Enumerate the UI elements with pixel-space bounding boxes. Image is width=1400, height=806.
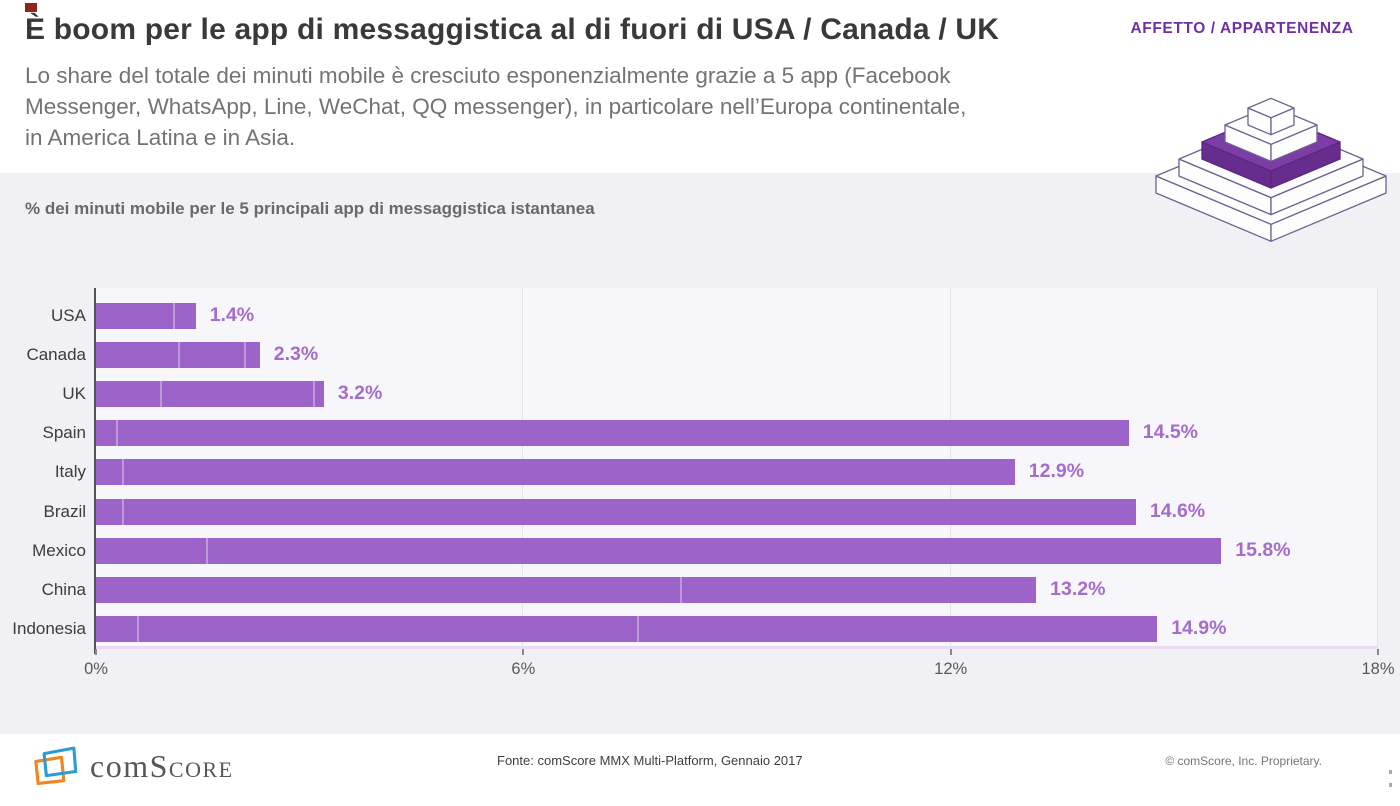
bar-segment-divider xyxy=(637,615,640,642)
bar-category-label: Indonesia xyxy=(12,618,86,638)
bar-value-label: 15.8% xyxy=(1235,538,1291,561)
plot-area: 0% 6% 12% 18% USA 1.4% Canada 2.3% UK 3.2% Spain 14… xyxy=(12,288,1395,678)
slide-marker xyxy=(25,3,37,12)
x-axis-tick xyxy=(1377,649,1379,655)
page-title: È boom per le app di messaggistica al di… xyxy=(25,13,1000,46)
bar-category-label: China xyxy=(41,579,86,599)
bar-value-label: 13.2% xyxy=(1050,577,1106,600)
comscore-logo: comScore xyxy=(32,744,234,788)
needs-pyramid-level-label: AFFETTO / APPARTENENZA xyxy=(1130,20,1354,37)
bar xyxy=(96,537,1222,564)
x-tick-label: 6% xyxy=(511,660,536,678)
bar-value-label: 3.2% xyxy=(337,382,383,405)
subtitle-line-1: Lo share del totale dei minuti mobile è … xyxy=(25,63,951,88)
gridline xyxy=(1377,288,1378,648)
bar-segment-divider xyxy=(122,459,125,486)
bar xyxy=(96,342,260,369)
page-subtitle: Lo share del totale dei minuti mobile è … xyxy=(25,60,1085,153)
x-tick-label: 18% xyxy=(1361,660,1395,678)
bar xyxy=(96,615,1158,642)
x-axis-baseline xyxy=(96,646,1378,649)
bar-value-label: 14.6% xyxy=(1149,499,1206,522)
bar-segment-divider xyxy=(122,498,125,525)
bar-category-label: Mexico xyxy=(32,540,86,560)
bar-segment-divider xyxy=(206,537,209,564)
x-axis-tick xyxy=(95,649,97,655)
x-tick-label: 12% xyxy=(934,660,968,678)
bar xyxy=(96,459,1015,486)
copyright-note: © comScore, Inc. Proprietary. xyxy=(1165,754,1322,768)
bar xyxy=(96,303,196,329)
bar-segment-divider xyxy=(160,381,163,408)
source-note: Fonte: comScore MMX Multi-Platform, Genn… xyxy=(497,753,803,768)
bar-segment-divider xyxy=(115,420,118,447)
bar xyxy=(96,576,1037,603)
bar-value-label: 2.3% xyxy=(273,343,319,366)
bar-segment-divider xyxy=(313,381,316,408)
bar-segment-divider xyxy=(680,576,683,603)
x-axis-tick xyxy=(949,649,952,655)
bar-category-label: UK xyxy=(62,384,86,404)
bar-category-label: Canada xyxy=(26,345,86,365)
bar-category-label: Brazil xyxy=(43,501,86,521)
comscore-logo-icon xyxy=(34,746,78,785)
bar xyxy=(96,420,1129,447)
subtitle-line-2: Messenger, WhatsApp, Line, WeChat, QQ me… xyxy=(25,94,967,119)
bar-segment-divider xyxy=(177,342,180,369)
chart-title: % dei minuti mobile per le 5 principali … xyxy=(25,199,595,218)
needs-pyramid-icon xyxy=(1155,97,1387,242)
bar-category-label: Spain xyxy=(42,423,86,443)
bar-value-label: 14.5% xyxy=(1142,421,1199,444)
y-axis-line xyxy=(94,288,96,654)
bar xyxy=(96,381,324,408)
x-tick-label: 0% xyxy=(84,660,108,678)
bar xyxy=(96,498,1136,525)
footer: comScore Fonte: comScore MMX Multi-Platf… xyxy=(0,734,1400,806)
bar-segment-divider xyxy=(244,342,247,369)
x-axis-tick xyxy=(522,649,525,655)
comscore-wordmark: comScore xyxy=(90,747,234,784)
bar-value-label: 14.9% xyxy=(1171,616,1227,639)
subtitle-line-3: in America Latina e in Asia. xyxy=(25,125,296,150)
bar-segment-divider xyxy=(137,615,140,642)
bar-value-label: 12.9% xyxy=(1028,460,1085,483)
bar-value-label: 1.4% xyxy=(209,304,255,326)
bar-category-label: Italy xyxy=(54,462,86,482)
bar-segment-divider xyxy=(172,303,175,329)
bar-category-label: USA xyxy=(51,306,86,325)
scroll-arrows-icon xyxy=(1389,770,1393,796)
